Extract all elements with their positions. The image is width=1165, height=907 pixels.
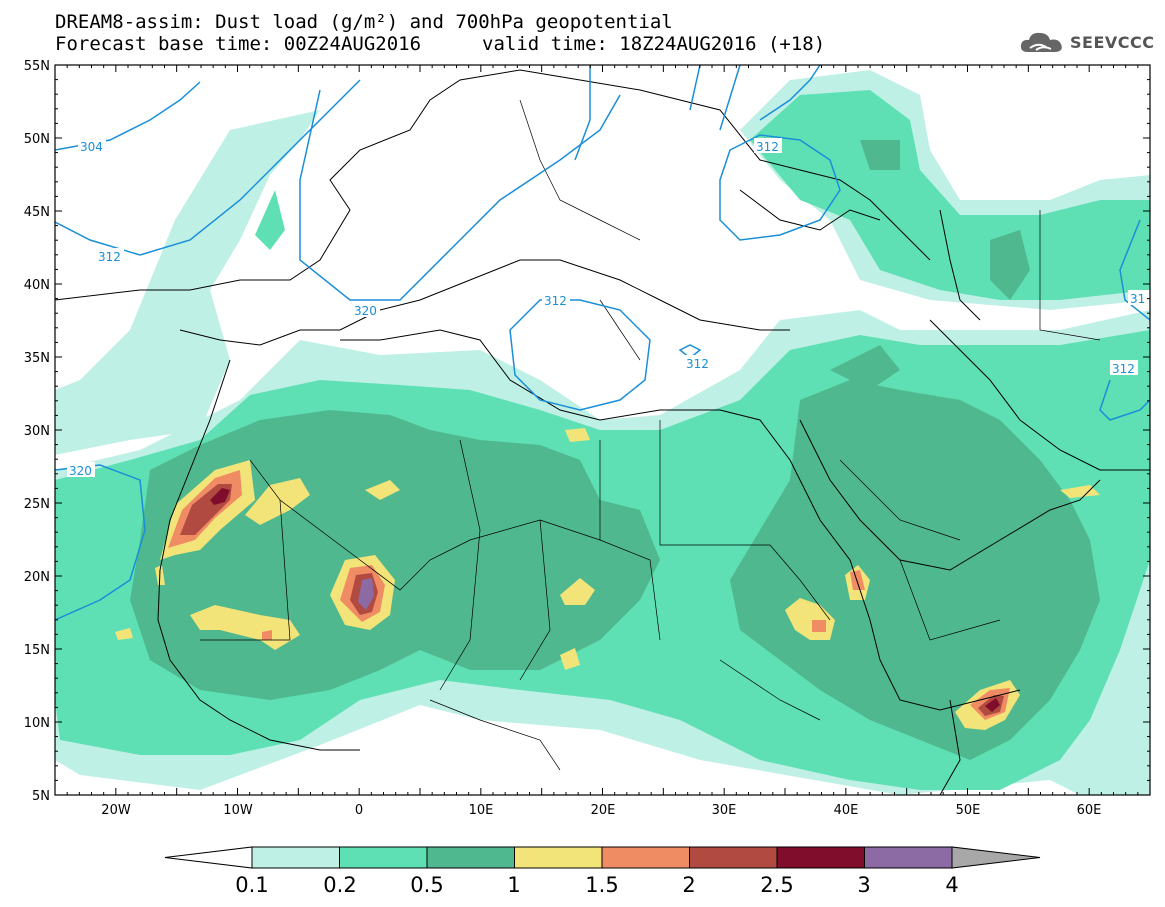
contour-label: 31 [1130,292,1145,306]
logo-text: SEEVCCC [1070,32,1155,52]
map-title: DREAM8-assim: Dust load (g/m²) and 700hP… [55,11,673,33]
coastlines [55,69,1150,795]
cloud-logo-icon [1020,32,1062,52]
colorbar-swatch [689,846,778,869]
lon-label: 20E [591,803,616,818]
dust-region [565,428,590,442]
lon-label: 40E [834,803,859,818]
lon-label: 30E [712,803,737,818]
colorbar [164,846,1041,869]
colorbar-label: 0.2 [323,873,356,897]
axis-ticks [54,64,1151,796]
latitude-labels: 55N 50N 45N 40N 35N 30N 25N 20N 15N 10N … [24,59,50,804]
contour-label: 320 [354,304,377,318]
lat-label: 50N [24,132,50,147]
colorbar-swatch [864,846,953,869]
dust-region [365,480,400,500]
dust-region [262,630,272,640]
dust-region [985,698,1000,712]
dust-region [830,345,900,390]
dust-region [860,140,900,170]
lat-label: 25N [24,497,50,512]
lon-label: 50E [956,803,981,818]
dust-region [115,628,133,640]
base-time: Forecast base time: 00Z24AUG2016 [55,33,422,55]
colorbar-high-triangle [951,846,1041,869]
colorbar-label: 4 [945,873,958,897]
colorbar-low-triangle [164,846,253,869]
dust-region [730,380,1100,760]
contour-label: 312 [1112,362,1135,376]
dust-level-3 [130,140,1100,760]
colorbar-swatch [776,846,865,869]
dust-region [990,230,1030,300]
lon-label: 10E [469,803,494,818]
contour-label: 312 [756,140,779,154]
dust-region [560,648,580,670]
map-area [55,65,1150,795]
longitude-labels: 20W 10W 0 10E 20E 30E 40E 50E 60E [101,803,1101,818]
colorbar-label: 1.5 [585,873,618,897]
lat-label: 10N [24,716,50,731]
colorbar-label: 3 [857,873,870,897]
colorbar-labels: 0.1 0.2 0.5 1 1.5 2 2.5 3 4 [235,873,958,897]
country-borders [200,99,1101,771]
dust-region [245,478,310,525]
valid-time: valid time: 18Z24AUG2016 (+18) [482,33,826,55]
dust-region [190,605,300,650]
colorbar-label: 2.5 [760,873,793,897]
colorbar-label: 1 [507,873,520,897]
dust-region [1060,485,1100,498]
lat-label: 15N [24,643,50,658]
lat-label: 55N [24,59,50,74]
dust-region [750,90,1150,300]
dust-level-7 [210,488,1000,712]
lon-label: 10W [223,803,253,818]
dust-region [358,578,374,610]
colorbar-swatch [514,846,603,869]
contour-label: 312 [98,250,121,264]
lat-label: 45N [24,205,50,220]
dust-region [850,570,865,590]
colorbar-swatch [426,846,515,869]
lon-label: 20W [101,803,131,818]
colorbar-label: 0.5 [410,873,443,897]
dust-region [812,620,826,632]
lat-label: 5N [32,789,50,804]
dust-level-8 [358,578,374,610]
contour-labels: 304 312 320 312 312 312 320 312 31 [67,138,1150,478]
colorbar-swatch [251,846,340,869]
lon-label: 60E [1077,803,1102,818]
colorbar-swatch [601,846,690,869]
lat-label: 35N [24,351,50,366]
contour-label: 312 [686,357,709,371]
seevccc-logo: SEEVCCC [1018,27,1155,57]
dust-region [560,578,595,605]
contour-label: 320 [69,464,92,478]
contour-label: 304 [80,140,103,154]
lat-label: 40N [24,278,50,293]
lat-label: 20N [24,570,50,585]
dust-region [55,110,320,455]
colorbar-swatch [339,846,428,869]
lon-label: 0 [355,803,363,818]
dust-region [255,190,285,250]
dust-region [210,488,230,505]
lat-label: 30N [24,424,50,439]
contour-label: 312 [544,294,567,308]
colorbar-label: 0.1 [235,873,268,897]
colorbar-label: 2 [682,873,695,897]
